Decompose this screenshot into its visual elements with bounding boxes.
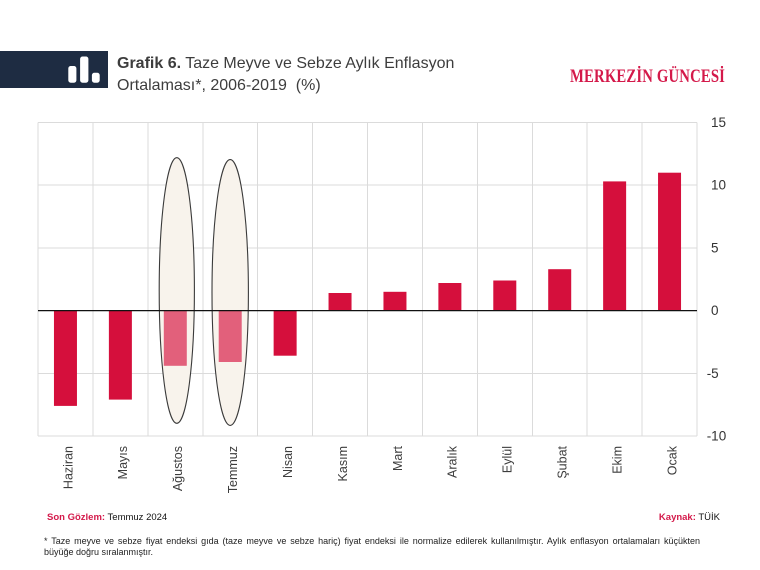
svg-text:Ocak: Ocak	[665, 445, 679, 475]
svg-text:Eylül: Eylül	[501, 446, 515, 473]
svg-text:-10: -10	[707, 429, 727, 444]
svg-text:Kasım: Kasım	[336, 446, 350, 481]
svg-text:Ekim: Ekim	[610, 446, 624, 474]
svg-text:Mayıs: Mayıs	[116, 446, 130, 479]
svg-text:Nisan: Nisan	[281, 446, 295, 478]
svg-text:Mart: Mart	[391, 445, 405, 471]
svg-text:15: 15	[711, 115, 726, 130]
svg-text:-5: -5	[707, 366, 719, 381]
svg-text:Temmuz: Temmuz	[226, 446, 240, 493]
svg-text:0: 0	[711, 303, 719, 318]
svg-text:5: 5	[711, 240, 719, 255]
svg-text:Aralık: Aralık	[446, 445, 460, 478]
svg-text:Şubat: Şubat	[556, 445, 570, 478]
svg-text:10: 10	[711, 178, 726, 193]
svg-text:Ağustos: Ağustos	[171, 446, 185, 491]
svg-text:Haziran: Haziran	[61, 446, 75, 489]
